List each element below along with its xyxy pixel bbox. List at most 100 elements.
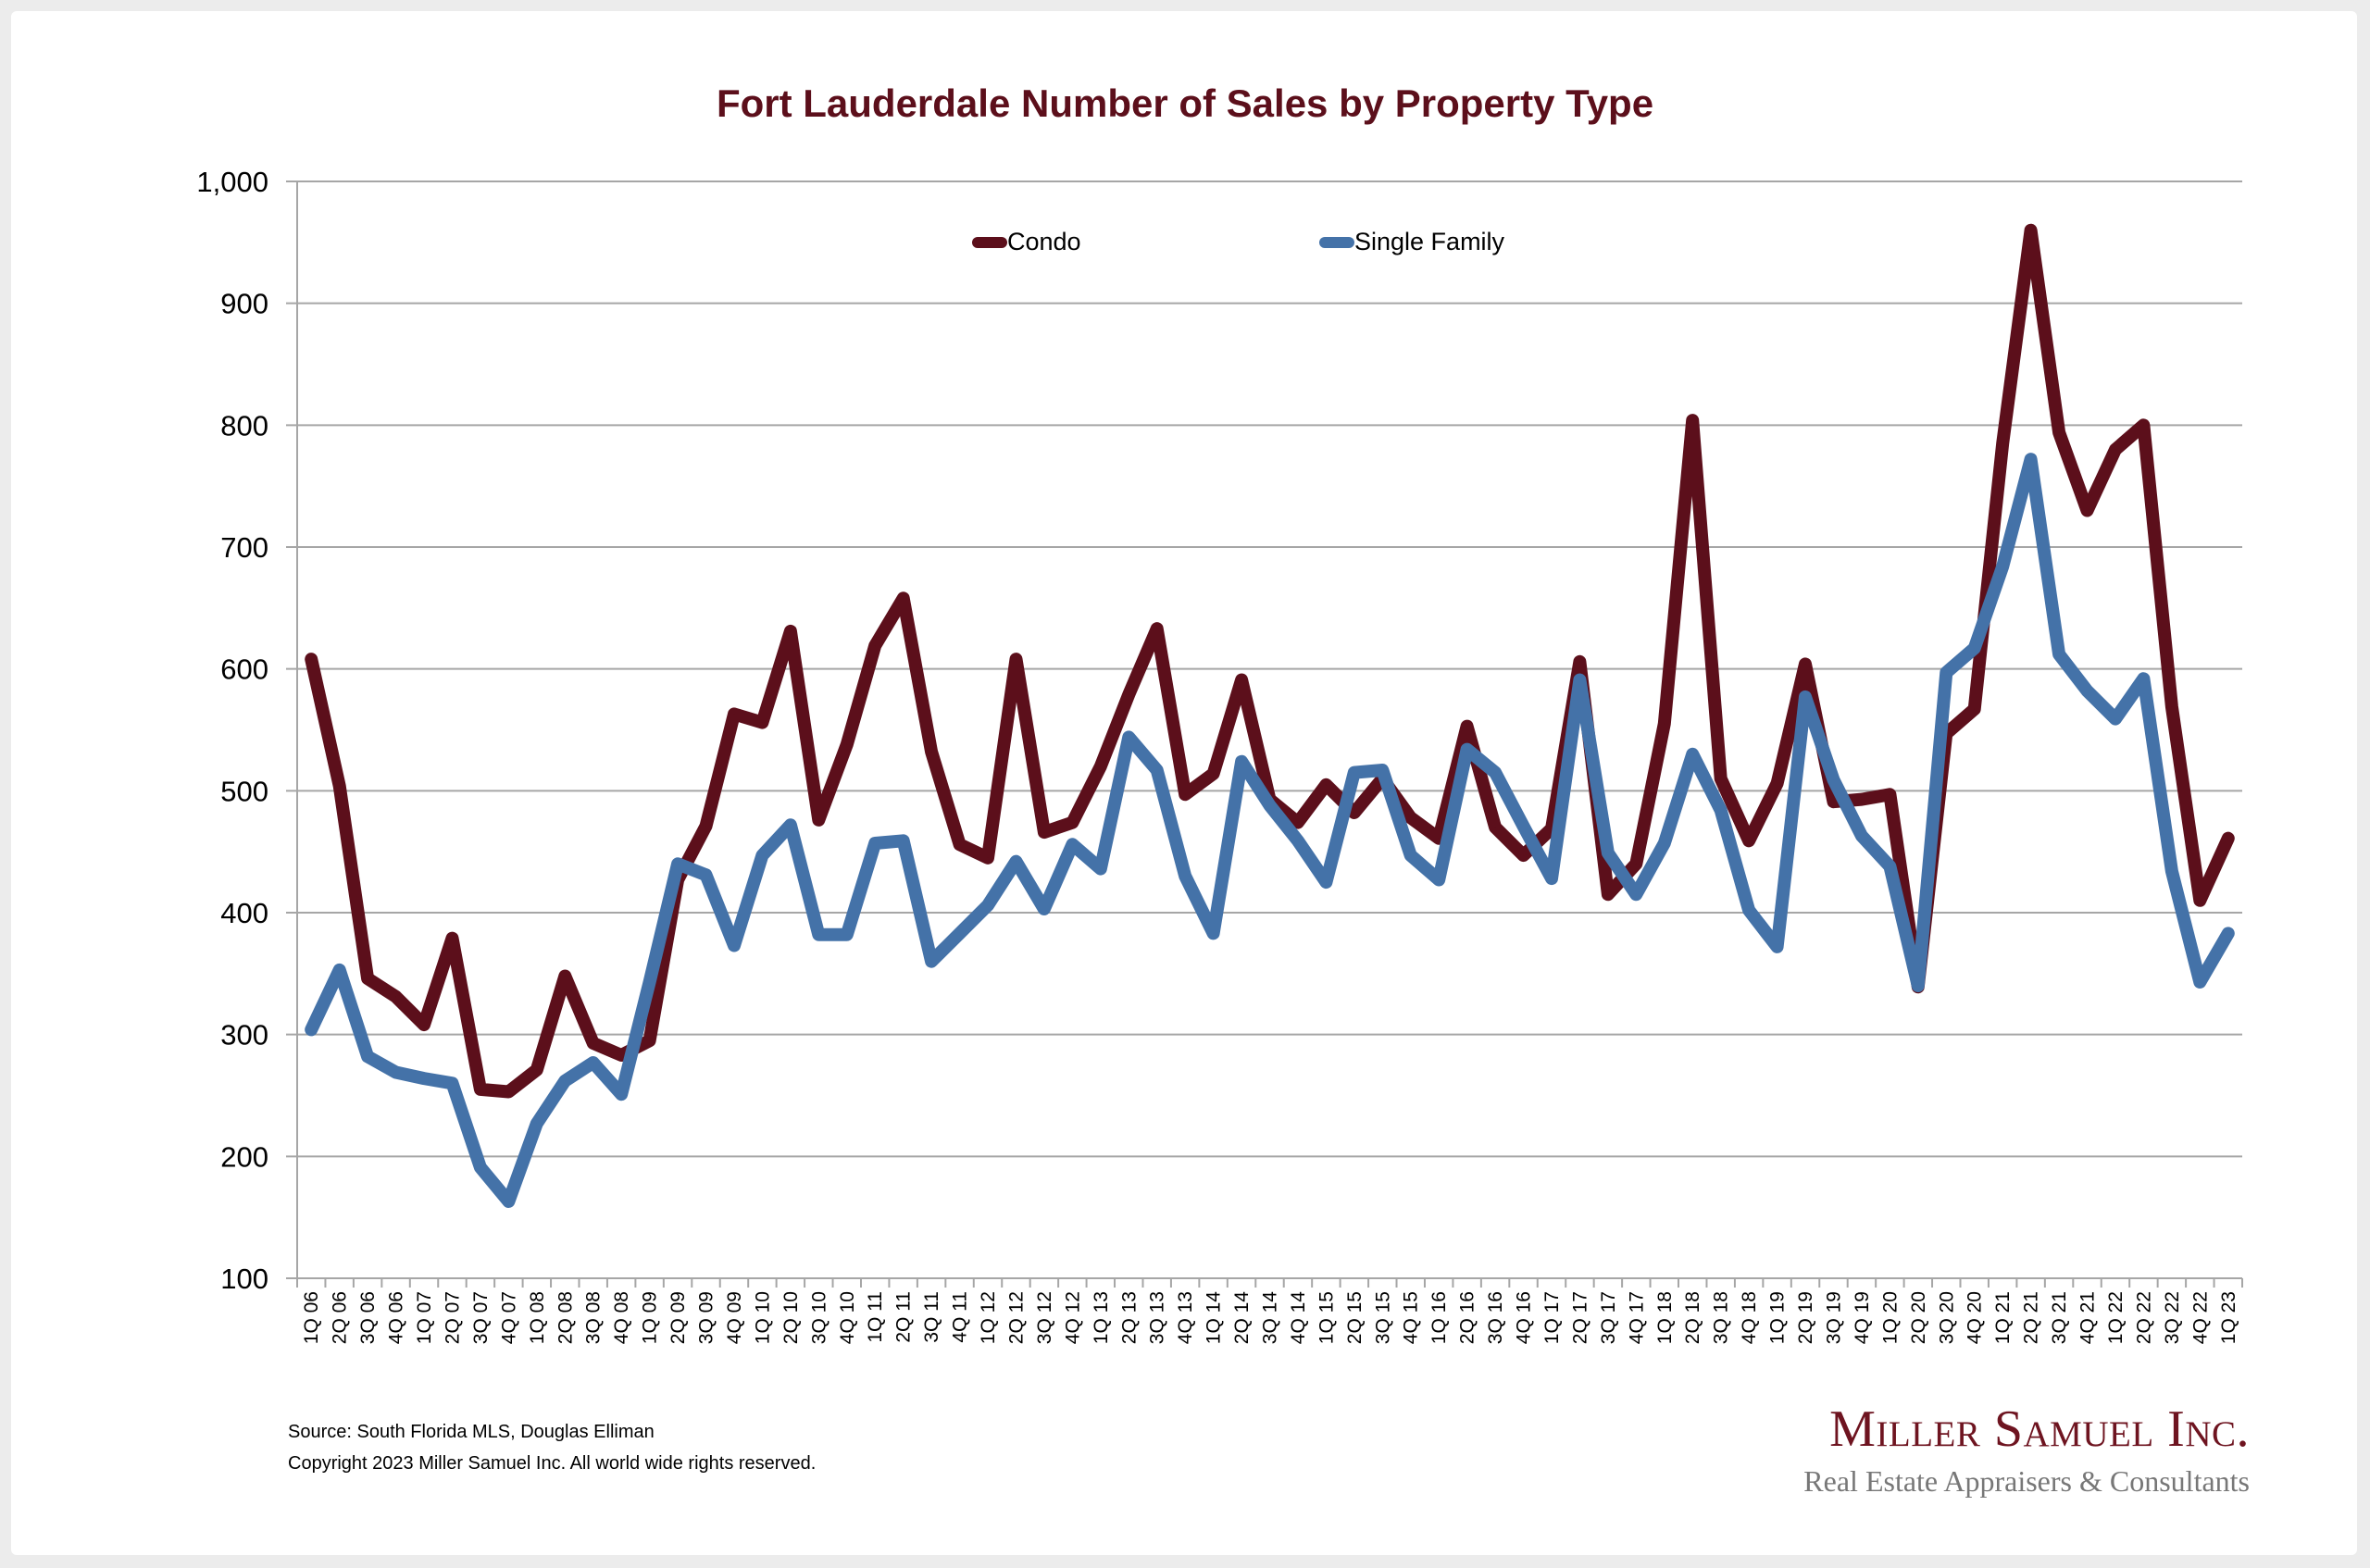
data-point xyxy=(1748,840,1750,841)
data-point xyxy=(1578,679,1580,681)
y-tick-label: 100 xyxy=(220,1263,268,1295)
x-tick-label: 4Q 19 xyxy=(1852,1291,1873,1344)
data-point xyxy=(2030,458,2032,460)
x-tick-label: 3Q 15 xyxy=(1372,1291,1393,1344)
legend-swatch-single-family xyxy=(1319,236,1354,248)
data-point xyxy=(790,630,792,632)
x-axis: 1Q 06 2Q 06 3Q 06 4Q 06 1Q 07 2Q 07 3Q 07 4Q 07… xyxy=(296,181,2243,1345)
x-tick-label: 3Q 16 xyxy=(1485,1291,1506,1344)
legend-label-single-family: Single Family xyxy=(1354,228,1505,255)
x-tick-label: 2Q 19 xyxy=(1795,1291,1816,1344)
data-point xyxy=(507,1091,509,1093)
data-point xyxy=(1015,658,1017,660)
x-tick-label: 2Q 22 xyxy=(2133,1291,2154,1344)
x-tick-label: 3Q 09 xyxy=(696,1291,717,1344)
footer-notes: Source: South Florida MLS, Douglas Ellim… xyxy=(288,1416,816,1479)
data-point xyxy=(1691,419,1693,421)
x-tick-label: 4Q 14 xyxy=(1288,1291,1309,1345)
source-note: Source: South Florida MLS, Douglas Ellim… xyxy=(288,1422,655,1442)
x-tick-label: 1Q 22 xyxy=(2105,1291,2127,1344)
data-point xyxy=(451,1082,453,1084)
data-point xyxy=(1156,769,1158,771)
x-tick-label: 2Q 16 xyxy=(1457,1291,1478,1344)
data-point xyxy=(705,874,707,876)
data-point xyxy=(339,969,341,971)
y-tick-label: 800 xyxy=(220,409,268,442)
data-point xyxy=(507,1201,509,1202)
x-tick-label: 3Q 10 xyxy=(808,1291,830,1344)
data-point xyxy=(817,819,819,821)
data-point xyxy=(2171,705,2173,707)
data-point xyxy=(1861,799,1863,801)
data-point xyxy=(677,863,679,865)
data-point xyxy=(987,857,989,859)
data-point xyxy=(930,751,932,753)
x-tick-label: 4Q 11 xyxy=(950,1291,971,1343)
x-tick-label: 2Q 21 xyxy=(2021,1291,2042,1344)
data-point xyxy=(1945,672,1947,674)
data-point xyxy=(1381,769,1383,771)
x-tick-label: 1Q 12 xyxy=(978,1291,999,1344)
data-point xyxy=(1607,852,1609,853)
data-point xyxy=(1184,876,1186,877)
x-tick-label: 4Q 08 xyxy=(611,1291,632,1344)
data-point xyxy=(1551,828,1553,829)
x-tick-label: 1Q 15 xyxy=(1316,1291,1337,1344)
x-tick-label: 3Q 12 xyxy=(1034,1291,1055,1344)
x-tick-label: 4Q 09 xyxy=(724,1291,745,1344)
data-point xyxy=(2087,510,2089,511)
data-point xyxy=(1523,854,1525,856)
data-point xyxy=(1438,878,1440,880)
data-point xyxy=(846,934,848,936)
x-tick-label: 4Q 16 xyxy=(1514,1291,1535,1344)
x-tick-label: 2Q 06 xyxy=(330,1291,351,1344)
x-tick-label: 4Q 06 xyxy=(386,1291,407,1344)
y-tick-label: 700 xyxy=(220,531,268,564)
data-point xyxy=(1523,826,1525,828)
data-point xyxy=(310,1028,312,1030)
x-tick-label: 1Q 19 xyxy=(1767,1291,1789,1344)
x-tick-label: 3Q 18 xyxy=(1711,1291,1732,1344)
copyright-note: Copyright 2023 Miller Samuel Inc. All wo… xyxy=(288,1453,817,1474)
data-point xyxy=(1748,909,1750,911)
data-point xyxy=(1325,784,1327,786)
data-point xyxy=(1100,765,1102,767)
x-tick-label: 4Q 13 xyxy=(1175,1291,1196,1344)
data-point xyxy=(1325,881,1327,883)
x-tick-label: 2Q 13 xyxy=(1118,1291,1140,1344)
y-tick-label: 300 xyxy=(220,1019,268,1052)
data-point xyxy=(395,1071,397,1073)
data-point xyxy=(2142,678,2144,679)
y-tick-label: 1,000 xyxy=(196,166,268,198)
x-tick-label: 3Q 06 xyxy=(357,1291,379,1344)
legend-item-single-family: Single Family xyxy=(1319,228,1504,256)
x-tick-label: 4Q 21 xyxy=(2077,1291,2099,1344)
data-point xyxy=(1071,822,1073,824)
data-point xyxy=(395,996,397,998)
y-tick-label: 200 xyxy=(220,1140,268,1173)
data-point xyxy=(705,826,707,828)
x-tick-label: 1Q 06 xyxy=(301,1291,322,1344)
data-point xyxy=(592,1062,594,1064)
data-point xyxy=(2227,838,2229,840)
data-point xyxy=(1494,772,1496,774)
x-tick-label: 3Q 21 xyxy=(2049,1291,2070,1344)
data-point xyxy=(959,932,961,934)
data-point xyxy=(1213,932,1215,934)
x-tick-label: 1Q 20 xyxy=(1879,1291,1901,1344)
data-point xyxy=(1213,773,1215,775)
data-point xyxy=(1466,749,1468,751)
data-point xyxy=(1015,861,1017,863)
data-point xyxy=(1664,723,1665,725)
data-point xyxy=(1269,804,1270,806)
x-tick-label: 4Q 07 xyxy=(498,1291,519,1344)
data-point xyxy=(1607,893,1609,895)
data-point xyxy=(930,961,932,963)
data-point xyxy=(1466,726,1468,728)
data-point xyxy=(903,840,904,841)
data-point xyxy=(564,975,566,977)
data-point xyxy=(536,1069,538,1071)
x-tick-label: 4Q 12 xyxy=(1062,1291,1083,1344)
data-point xyxy=(1297,840,1299,841)
